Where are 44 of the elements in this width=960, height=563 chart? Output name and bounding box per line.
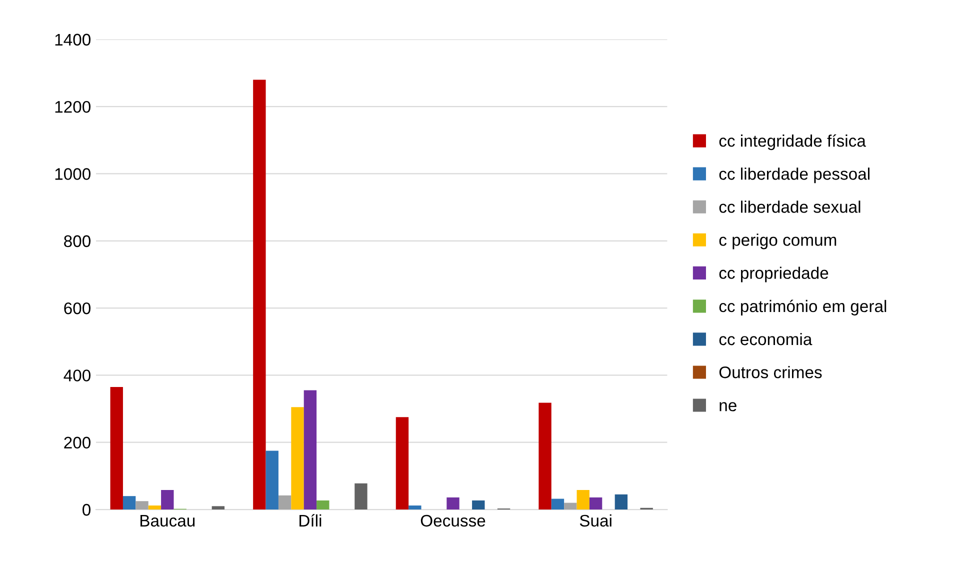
- x-tick-label: Baucau: [140, 514, 195, 527]
- legend-label: cc liberdade pessoal: [719, 168, 870, 184]
- bar: [614, 494, 628, 510]
- y-tick-label: 200: [64, 436, 90, 449]
- bar: [291, 407, 304, 510]
- bar: [110, 386, 123, 510]
- legend-label: Outros crimes: [719, 366, 822, 378]
- y-tick-label: 1400: [55, 34, 90, 46]
- bar: [304, 390, 317, 510]
- bar: [122, 496, 136, 510]
- y-tick-label: 0: [82, 504, 90, 516]
- y-tick-label: 1000: [55, 168, 90, 180]
- bar: [354, 483, 368, 510]
- y-tick-label: 1200: [55, 100, 90, 113]
- y-tick-label: 400: [64, 370, 90, 382]
- bar: [589, 497, 602, 510]
- bar: [551, 498, 564, 510]
- bar: [396, 417, 409, 510]
- bar: [148, 505, 162, 510]
- y-tick-label: 600: [64, 302, 90, 314]
- bar: [266, 450, 278, 510]
- legend-label: cc integridade física: [719, 134, 866, 150]
- bar: [538, 402, 552, 510]
- legend-label: cc economia: [719, 332, 812, 346]
- bar: [161, 490, 174, 510]
- x-tick-label: Díli: [300, 514, 322, 526]
- x-tick-label: Suai: [580, 514, 612, 527]
- bar: [472, 500, 485, 510]
- legend-label: cc património em geral: [719, 300, 886, 316]
- bar: [278, 495, 292, 510]
- x-tick-label: Oecusse: [420, 514, 486, 527]
- bar: [316, 500, 330, 510]
- bar: [446, 497, 460, 510]
- y-tick-label: 800: [64, 235, 90, 248]
- bar: [212, 506, 225, 510]
- bar: [136, 501, 148, 510]
- bar: [576, 490, 590, 510]
- legend-label: cc liberdade sexual: [719, 200, 860, 213]
- legend-label: c perigo comum: [719, 234, 836, 250]
- bar: [564, 502, 577, 510]
- bar: [408, 505, 422, 510]
- bar: [253, 80, 266, 510]
- legend-label: ne: [720, 402, 736, 412]
- legend-label: cc propriedade: [719, 266, 828, 282]
